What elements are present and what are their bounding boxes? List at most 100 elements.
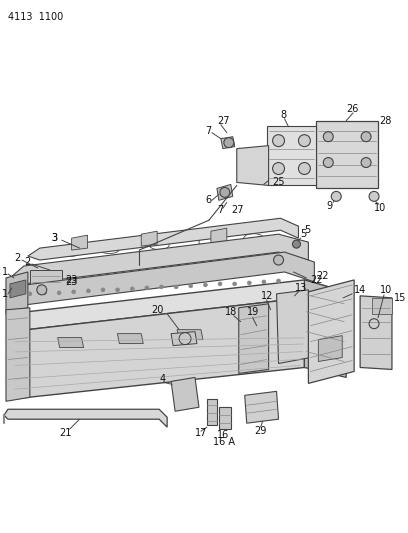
Polygon shape: [72, 235, 88, 250]
Text: 25: 25: [273, 177, 285, 188]
Text: 2: 2: [24, 257, 30, 267]
Polygon shape: [58, 337, 84, 348]
Text: 27: 27: [231, 205, 243, 215]
Circle shape: [204, 283, 207, 287]
Circle shape: [57, 291, 61, 295]
Polygon shape: [118, 334, 143, 344]
Polygon shape: [10, 280, 346, 332]
Circle shape: [28, 292, 32, 296]
Polygon shape: [304, 280, 346, 377]
Circle shape: [277, 279, 281, 283]
Polygon shape: [4, 409, 167, 427]
Polygon shape: [372, 298, 392, 314]
Polygon shape: [308, 280, 354, 383]
Text: 22: 22: [316, 271, 329, 281]
Text: 22: 22: [310, 275, 323, 285]
Circle shape: [323, 158, 333, 167]
Text: 13: 13: [295, 283, 307, 293]
Ellipse shape: [100, 245, 120, 254]
Circle shape: [331, 191, 341, 201]
Polygon shape: [171, 377, 199, 411]
Text: 7: 7: [217, 205, 223, 215]
Polygon shape: [141, 231, 157, 246]
Text: 20: 20: [151, 305, 164, 315]
Circle shape: [369, 191, 379, 201]
Polygon shape: [28, 218, 298, 260]
Polygon shape: [30, 270, 62, 290]
Circle shape: [218, 282, 222, 286]
Circle shape: [160, 285, 164, 289]
Polygon shape: [10, 280, 26, 298]
Text: 14: 14: [354, 285, 366, 295]
Text: 29: 29: [255, 426, 267, 436]
Ellipse shape: [60, 248, 80, 256]
Polygon shape: [6, 252, 314, 306]
Polygon shape: [177, 330, 203, 340]
Polygon shape: [6, 272, 28, 314]
Polygon shape: [211, 228, 227, 243]
Polygon shape: [266, 126, 316, 185]
Polygon shape: [245, 391, 279, 423]
Circle shape: [72, 290, 76, 294]
Polygon shape: [10, 234, 308, 284]
Circle shape: [262, 280, 266, 284]
Ellipse shape: [244, 233, 264, 243]
Text: 28: 28: [379, 116, 391, 126]
Circle shape: [273, 135, 284, 147]
Circle shape: [323, 132, 333, 142]
Text: 1: 1: [2, 267, 8, 277]
Text: 16 A: 16 A: [213, 437, 235, 447]
Polygon shape: [6, 308, 30, 401]
Polygon shape: [318, 336, 342, 361]
Circle shape: [189, 284, 193, 288]
Polygon shape: [217, 184, 233, 200]
Circle shape: [298, 163, 310, 174]
Polygon shape: [221, 136, 235, 149]
Circle shape: [115, 288, 120, 292]
Text: 16: 16: [217, 430, 229, 440]
Text: 15: 15: [394, 293, 406, 303]
Circle shape: [298, 135, 310, 147]
Text: 23: 23: [66, 275, 78, 285]
Polygon shape: [239, 304, 268, 374]
Text: 6: 6: [205, 196, 211, 205]
Text: 4113  1100: 4113 1100: [8, 12, 63, 22]
Text: 2: 2: [14, 253, 20, 263]
Polygon shape: [10, 298, 304, 399]
Circle shape: [247, 281, 251, 285]
Text: 19: 19: [247, 307, 259, 317]
Ellipse shape: [241, 151, 265, 181]
Circle shape: [86, 289, 90, 293]
Text: 5: 5: [304, 225, 310, 235]
Circle shape: [274, 255, 284, 265]
Text: 10: 10: [380, 285, 392, 295]
Polygon shape: [237, 146, 268, 185]
Text: 23: 23: [66, 277, 78, 287]
Circle shape: [130, 287, 134, 291]
Text: 17: 17: [195, 428, 207, 438]
Circle shape: [293, 240, 300, 248]
Circle shape: [361, 158, 371, 167]
Circle shape: [42, 291, 47, 295]
Text: 9: 9: [326, 201, 333, 211]
Polygon shape: [219, 407, 231, 429]
Text: 3: 3: [52, 233, 58, 243]
Ellipse shape: [199, 238, 219, 247]
Ellipse shape: [149, 240, 169, 249]
Circle shape: [37, 285, 47, 295]
Polygon shape: [360, 296, 392, 369]
Text: 10: 10: [374, 203, 386, 213]
Text: 1: 1: [2, 289, 8, 299]
Text: 27: 27: [217, 116, 229, 126]
Polygon shape: [207, 399, 217, 425]
Text: 26: 26: [346, 104, 359, 114]
Polygon shape: [316, 121, 378, 188]
Text: 18: 18: [225, 307, 237, 317]
Circle shape: [224, 138, 234, 148]
Circle shape: [101, 288, 105, 292]
Text: 8: 8: [281, 110, 287, 120]
Text: 5: 5: [300, 229, 307, 239]
Text: 3: 3: [52, 233, 58, 243]
Circle shape: [273, 163, 284, 174]
Circle shape: [145, 286, 149, 290]
